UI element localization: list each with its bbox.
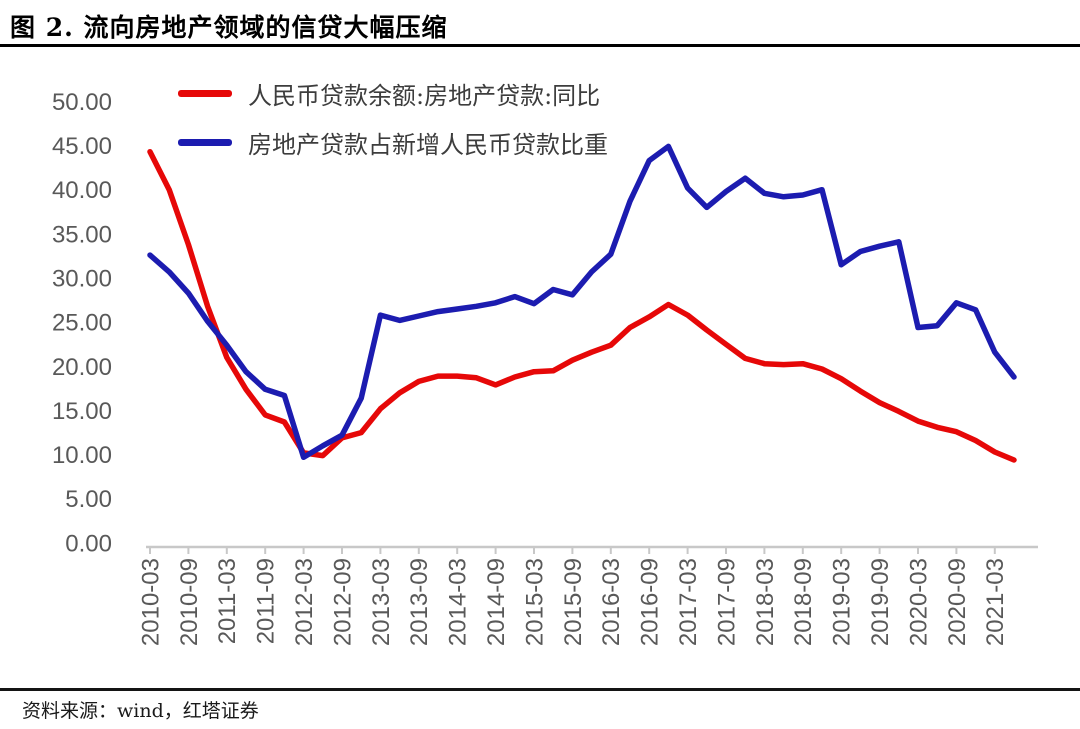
source-note: 资料来源：wind，红塔证券: [22, 700, 259, 722]
x-axis: 2010-03 2010-09 2011-03 2011-09 2012-03 2012-…: [137, 545, 1038, 646]
source-divider: [0, 688, 1080, 691]
legend-label-share-of-new-loans: 房地产贷款占新增人民币贷款比重: [248, 131, 608, 159]
svg-text:20.00: 20.00: [52, 354, 112, 381]
svg-text:5.00: 5.00: [65, 486, 112, 513]
title-divider: [0, 44, 1080, 47]
svg-text:35.00: 35.00: [52, 221, 112, 248]
svg-text:2013-09: 2013-09: [406, 558, 433, 646]
svg-text:2011-09: 2011-09: [253, 558, 280, 644]
svg-text:0.00: 0.00: [65, 530, 112, 557]
svg-text:2011-03: 2011-03: [214, 558, 241, 644]
legend-item-share-of-new-loans: 房地产贷款占新增人民币贷款比重: [178, 125, 608, 160]
svg-text:2018-03: 2018-03: [752, 558, 779, 646]
chart-legend: 人民币贷款余额:房地产贷款:同比 房地产贷款占新增人民币贷款比重: [178, 76, 608, 160]
svg-text:15.00: 15.00: [52, 398, 112, 425]
svg-text:2015-03: 2015-03: [521, 558, 548, 646]
svg-text:2012-09: 2012-09: [329, 558, 356, 646]
svg-text:2014-09: 2014-09: [483, 558, 510, 646]
figure-title: 图 2. 流向房地产领域的信贷大幅压缩: [10, 13, 448, 42]
svg-text:30.00: 30.00: [52, 265, 112, 292]
svg-text:45.00: 45.00: [52, 133, 112, 160]
legend-item-rmb-loan-yoy: 人民币贷款余额:房地产贷款:同比: [178, 76, 608, 111]
svg-text:2020-09: 2020-09: [944, 558, 971, 646]
svg-text:2010-03: 2010-03: [137, 558, 164, 646]
svg-text:2020-03: 2020-03: [905, 558, 932, 646]
svg-text:10.00: 10.00: [52, 442, 112, 469]
series-lines: [147, 143, 1017, 463]
svg-text:2016-09: 2016-09: [637, 558, 664, 646]
svg-text:2021-03: 2021-03: [982, 558, 1009, 646]
legend-label-rmb-loan-yoy: 人民币贷款余额:房地产贷款:同比: [248, 82, 601, 110]
svg-text:2018-09: 2018-09: [790, 558, 817, 646]
y-axis-tick-labels: 0.00 5.00 10.00 15.00 20.00 25.00 30.00 35.00 40…: [52, 89, 112, 558]
svg-text:25.00: 25.00: [52, 310, 112, 337]
svg-text:40.00: 40.00: [52, 177, 112, 204]
svg-text:2015-09: 2015-09: [560, 558, 587, 646]
svg-text:2010-09: 2010-09: [176, 558, 203, 646]
svg-text:2013-03: 2013-03: [368, 558, 395, 646]
svg-text:2012-03: 2012-03: [291, 558, 318, 646]
svg-text:2016-03: 2016-03: [598, 558, 625, 646]
svg-text:2019-09: 2019-09: [867, 558, 894, 646]
svg-text:2019-03: 2019-03: [829, 558, 856, 646]
legend-line-red-icon: [178, 90, 232, 97]
svg-text:2014-03: 2014-03: [445, 558, 472, 646]
svg-text:2017-09: 2017-09: [713, 558, 740, 646]
svg-text:50.00: 50.00: [52, 89, 112, 116]
legend-line-blue-icon: [178, 139, 232, 146]
svg-text:2017-03: 2017-03: [675, 558, 702, 646]
